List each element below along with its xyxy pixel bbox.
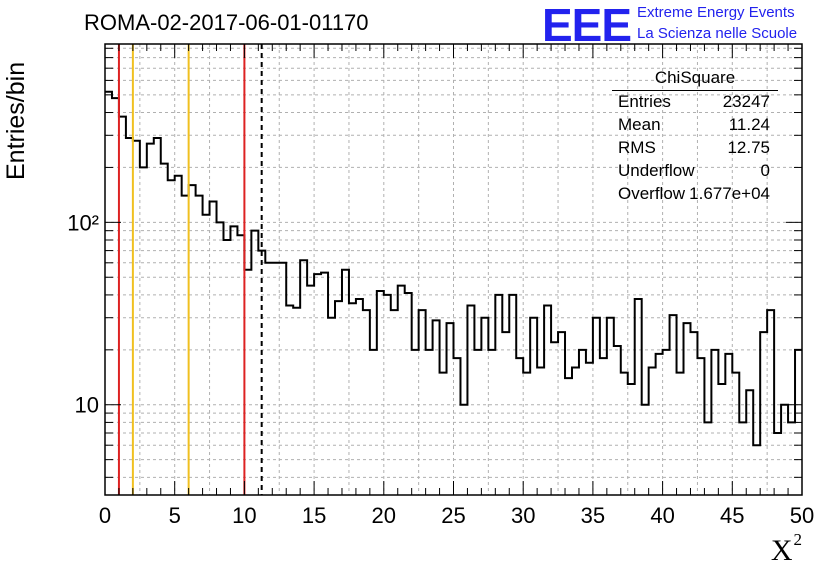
stats-row: Underflow 0 xyxy=(612,161,778,184)
stats-value: 11.24 xyxy=(728,115,770,134)
x-tick-label: 30 xyxy=(511,503,535,528)
stats-key: Underflow xyxy=(618,161,695,180)
eee-logo: EEE xyxy=(542,0,632,51)
stats-key: RMS xyxy=(618,138,656,157)
logo-tagline-2: La Scienza nelle Scuole xyxy=(637,25,798,42)
stats-row: Mean 11.24 xyxy=(612,115,778,138)
stats-row: Overflow 1.677e+04 xyxy=(612,184,778,207)
x-tick-label: 15 xyxy=(302,503,326,528)
x-tick-label: 25 xyxy=(441,503,465,528)
x-tick-label: 50 xyxy=(790,503,814,528)
stats-value: 12.75 xyxy=(727,138,770,157)
x-tick-label: 45 xyxy=(720,503,744,528)
stats-value: 0 xyxy=(760,161,770,180)
y-axis-ticks: 10 10² xyxy=(67,47,802,478)
x-axis-label: X2 xyxy=(770,530,802,568)
x-axis-label-main: X xyxy=(770,534,793,567)
x-tick-label: 5 xyxy=(169,503,181,528)
stats-title: ChiSquare xyxy=(612,68,778,91)
histogram xyxy=(105,90,802,447)
stats-key: Overflow xyxy=(618,184,686,203)
x-axis-label-sup: 2 xyxy=(793,530,803,549)
y-tick-label: 10² xyxy=(67,210,99,235)
stats-row: Entries 23247 xyxy=(612,92,778,115)
marker-lines xyxy=(117,44,263,495)
logo-tagline-1: Extreme Energy Events xyxy=(637,4,795,21)
x-axis-ticks: 0 5 10 15 20 25 30 35 40 45 50 xyxy=(99,44,814,528)
x-tick-label: 40 xyxy=(650,503,674,528)
stats-box: ChiSquare Entries 23247 Mean 11.24 RMS 1… xyxy=(612,68,778,207)
stats-row: RMS 12.75 xyxy=(612,138,778,161)
x-tick-label: 10 xyxy=(232,503,256,528)
stats-value: 1.677e+04 xyxy=(689,184,770,203)
x-tick-label: 20 xyxy=(372,503,396,528)
stats-value: 23247 xyxy=(722,92,770,111)
chart-title: ROMA-02-2017-06-01-01170 xyxy=(84,10,369,35)
y-axis-label: Entries/bin xyxy=(2,61,30,180)
x-tick-label: 35 xyxy=(581,503,605,528)
histogram-line xyxy=(105,90,802,447)
stats-key: Entries xyxy=(618,92,671,111)
stats-key: Mean xyxy=(618,115,661,134)
x-tick-label: 0 xyxy=(99,503,111,528)
y-tick-label: 10 xyxy=(75,393,99,418)
